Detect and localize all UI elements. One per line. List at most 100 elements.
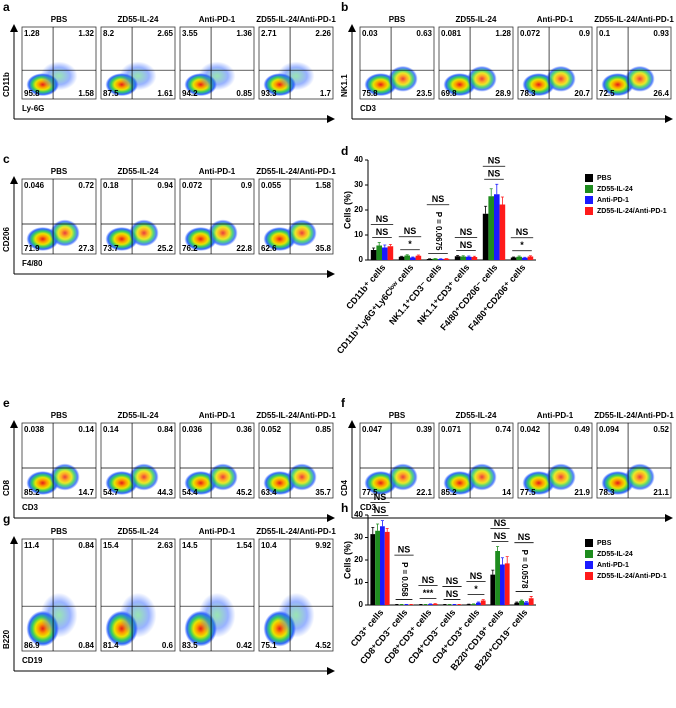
error-bar xyxy=(515,601,519,603)
quadrant-value: 71.9 xyxy=(24,244,40,253)
sig-label: NS xyxy=(460,240,473,250)
quadrant-value: 1.58 xyxy=(315,181,331,190)
quadrant-value: 4.52 xyxy=(315,641,331,650)
bar xyxy=(466,256,472,260)
quadrant-value: 9.92 xyxy=(315,541,331,550)
y-axis-title: Cells (%) xyxy=(342,541,352,579)
error-bar xyxy=(467,255,471,257)
sig-label: NS xyxy=(470,571,483,581)
quadrant-value: 69.8 xyxy=(441,89,457,98)
quadrant-value: 93.3 xyxy=(261,89,277,98)
plot-title: Anti-PD-1 xyxy=(537,15,574,24)
error-bar xyxy=(411,256,415,258)
quadrant-value: 0.042 xyxy=(520,425,541,434)
bar xyxy=(527,256,534,260)
bar xyxy=(510,257,517,260)
x-axis-label: CD3 xyxy=(22,503,39,512)
plot-title: ZD55-IL-24 xyxy=(118,411,159,420)
sig-label: NS xyxy=(404,226,417,236)
plot-title: PBS xyxy=(389,411,406,420)
y-axis-label: NK1.1 xyxy=(340,74,349,97)
sig-label: * xyxy=(474,584,478,594)
x-axis-label: CD3 xyxy=(360,503,377,512)
plot-title: ZD55-IL-24 xyxy=(118,15,159,24)
quadrant-value: 21.1 xyxy=(653,488,669,497)
quadrant-value: 1.54 xyxy=(236,541,252,550)
plot-title: Anti-PD-1 xyxy=(199,15,236,24)
density-cloud xyxy=(625,463,655,491)
bar xyxy=(432,603,438,605)
error-bar xyxy=(500,557,504,565)
bar xyxy=(476,602,481,605)
bar xyxy=(438,259,444,260)
sig-label: NS xyxy=(518,532,531,542)
p-value: P = 0.0675 xyxy=(434,212,443,251)
bar xyxy=(494,194,500,260)
density-cloud xyxy=(119,61,157,91)
legend-swatch xyxy=(585,572,593,580)
density-cloud xyxy=(277,592,315,638)
y-tick-label: 20 xyxy=(354,205,363,214)
panel-label: b xyxy=(341,0,348,14)
error-bar xyxy=(528,255,532,257)
x-axis-label: F4/80 xyxy=(22,259,43,268)
quadrant-value: 1.61 xyxy=(157,89,173,98)
quadrant-value: 14.7 xyxy=(78,488,94,497)
quadrant-value: 44.3 xyxy=(157,488,173,497)
legend-label: ZD55-IL-24 xyxy=(597,551,633,558)
density-cloud xyxy=(40,61,78,91)
quadrant-value: 0.14 xyxy=(78,425,94,434)
legend-swatch xyxy=(585,561,593,569)
bar xyxy=(471,604,476,605)
legend-swatch xyxy=(585,539,593,547)
legend-label: Anti-PD-1 xyxy=(597,562,629,569)
density-cloud xyxy=(129,219,159,247)
sig-label: NS xyxy=(446,589,459,599)
sig-label: NS xyxy=(432,194,445,204)
quadrant-value: 0.94 xyxy=(157,181,173,190)
quadrant-value: 0.038 xyxy=(24,425,45,434)
y-tick-label: 10 xyxy=(354,578,363,587)
error-bar xyxy=(520,599,524,601)
plot-title: Anti-PD-1 xyxy=(199,527,236,536)
bar xyxy=(404,255,410,260)
error-bar xyxy=(484,205,488,214)
bar xyxy=(519,600,524,605)
quadrant-value: 1.28 xyxy=(24,29,40,38)
error-bar xyxy=(385,528,389,532)
error-bar xyxy=(523,256,527,258)
quadrant-value: 1.7 xyxy=(320,89,332,98)
quadrant-value: 15.4 xyxy=(103,541,119,550)
density-cloud xyxy=(277,61,315,91)
plot-title: Anti-PD-1 xyxy=(199,411,236,420)
density-cloud xyxy=(50,463,80,491)
quadrant-value: 2.71 xyxy=(261,29,277,38)
y-axis-label: CD4 xyxy=(340,479,349,496)
quadrant-value: 0.85 xyxy=(236,89,252,98)
bar xyxy=(514,602,520,605)
panel-label: g xyxy=(3,512,10,526)
bar xyxy=(432,258,438,260)
error-bar xyxy=(400,255,404,257)
y-axis-label: CD11b xyxy=(2,72,11,97)
quadrant-value: 0.094 xyxy=(599,425,620,434)
sig-label: NS xyxy=(376,214,389,224)
quadrant-value: 21.9 xyxy=(574,488,590,497)
quadrant-value: 1.28 xyxy=(495,29,511,38)
plot-title: ZD55-IL-24 xyxy=(118,527,159,536)
error-bar xyxy=(456,255,460,257)
error-bar xyxy=(405,254,409,256)
quadrant-value: 54.4 xyxy=(182,488,198,497)
legend-label: ZD55-IL-24/Anti-PD-1 xyxy=(597,573,667,580)
error-bar xyxy=(388,244,392,247)
plot-title: ZD55-IL-24/Anti-PD-1 xyxy=(256,167,336,176)
plot-title: ZD55-IL-24/Anti-PD-1 xyxy=(256,411,336,420)
quadrant-value: 87.5 xyxy=(103,89,119,98)
bar xyxy=(516,256,522,260)
density-cloud xyxy=(546,463,576,491)
plot-title: ZD55-IL-24/Anti-PD-1 xyxy=(594,411,674,420)
p-value: P = 0.058 xyxy=(400,562,409,597)
bar xyxy=(528,598,534,605)
panel-label: a xyxy=(3,0,10,14)
x-axis-label: CD3 xyxy=(360,104,377,113)
